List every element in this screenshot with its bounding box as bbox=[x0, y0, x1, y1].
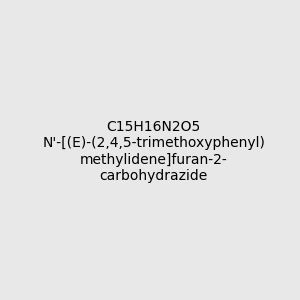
Text: C15H16N2O5
N'-[(E)-(2,4,5-trimethoxyphenyl)
methylidene]furan-2-
carbohydrazide: C15H16N2O5 N'-[(E)-(2,4,5-trimethoxyphen… bbox=[42, 120, 265, 183]
